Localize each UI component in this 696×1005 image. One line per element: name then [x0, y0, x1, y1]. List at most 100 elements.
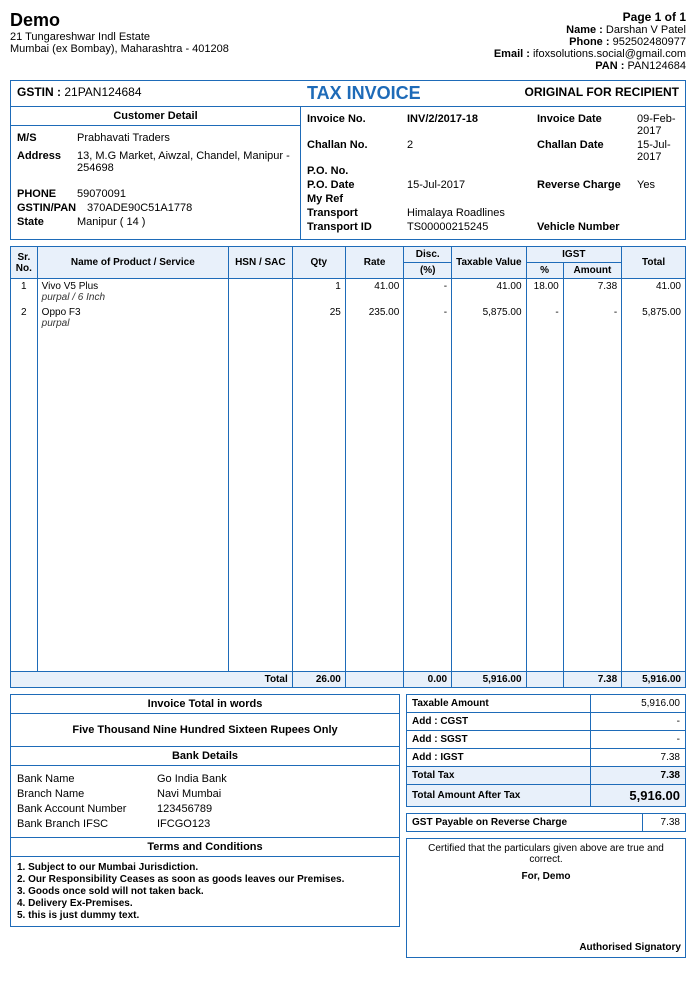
cust-phone-label: PHONE — [17, 188, 77, 200]
items-table: Sr. No. Name of Product / Service HSN / … — [10, 246, 686, 688]
bank-header: Bank Details — [11, 747, 399, 766]
company-addr2: Mumbai (ex Bombay), Maharashtra - 401208 — [10, 43, 229, 55]
words-header: Invoice Total in words — [11, 695, 399, 714]
cell-name: Vivo V5 Pluspurpal / 6 Inch — [37, 279, 228, 306]
addr-label: Address — [17, 150, 77, 174]
transport-id: TS00000215245 — [407, 221, 537, 233]
challan-no: 2 — [407, 139, 537, 163]
inv-date-label: Invoice Date — [537, 113, 637, 137]
page-number: Page 1 of 1 — [494, 10, 686, 24]
items-body: 1Vivo V5 Pluspurpal / 6 Inch141.00-41.00… — [11, 279, 686, 672]
table-row: 2Oppo F3purpal25235.00-5,875.00--5,875.0… — [11, 305, 686, 331]
gst-payable-table: GST Payable on Reverse Charge7.38 — [406, 813, 686, 832]
myref — [407, 193, 537, 205]
vehicle-label: Vehicle Number — [537, 221, 637, 233]
total-rate — [345, 671, 403, 687]
gstin-cell: GSTIN : 21PAN124684 — [11, 81, 301, 106]
cell-qty: 25 — [292, 305, 345, 331]
transport-id-label: Transport ID — [307, 221, 407, 233]
total-igst-pct — [526, 671, 563, 687]
after-tax-amount: 5,916.00 — [591, 784, 686, 806]
items-footer: Total 26.00 0.00 5,916.00 7.38 5,916.00 — [11, 671, 686, 687]
below-row: Invoice Total in words Five Thousand Nin… — [10, 694, 686, 958]
cell-sr: 2 — [11, 305, 38, 331]
company-name: Demo — [10, 10, 229, 31]
transport: Himalaya Roadlines — [407, 207, 537, 219]
table-row: 1Vivo V5 Pluspurpal / 6 Inch141.00-41.00… — [11, 279, 686, 306]
acct-number: 123456789 — [157, 803, 393, 815]
gstin-value: 21PAN124684 — [64, 85, 141, 99]
col-igst-amt: Amount — [563, 263, 621, 279]
col-hsn: HSN / SAC — [228, 247, 292, 279]
cell-hsn — [228, 305, 292, 331]
customer-body: M/SPrabhavati Traders Address13, M.G Mar… — [11, 126, 300, 234]
cgst-label: Add : CGST — [407, 712, 591, 730]
cust-gstin-value: 370ADE90C51A1778 — [87, 202, 294, 214]
term-line: 3. Goods once sold will not taken back. — [17, 886, 393, 897]
tax-table: Taxable Amount5,916.00 Add : CGST- Add :… — [406, 694, 686, 807]
contact-email: ifoxsolutions.social@gmail.com — [533, 48, 686, 60]
addr-value: 13, M.G Market, Aiwzal, Chandel, Manipur… — [77, 150, 294, 174]
col-rate: Rate — [345, 247, 403, 279]
header: Demo 21 Tungareshwar Indl Estate Mumbai … — [10, 10, 686, 72]
po-label: P.O. No. — [307, 165, 407, 177]
main-box: GSTIN : 21PAN124684 TAX INVOICE ORIGINAL… — [10, 80, 686, 240]
challan-date-label: Challan Date — [537, 139, 637, 163]
cell-taxval: 41.00 — [452, 279, 526, 306]
transport-label: Transport — [307, 207, 407, 219]
taxable-label: Taxable Amount — [407, 694, 591, 712]
cell-rate: 41.00 — [345, 279, 403, 306]
col-igst: IGST — [526, 247, 622, 263]
total-igst-amt: 7.38 — [563, 671, 621, 687]
bank-name-label: Bank Name — [17, 773, 157, 785]
term-line: 1. Subject to our Mumbai Jurisdiction. — [17, 862, 393, 873]
words-box: Invoice Total in words Five Thousand Nin… — [10, 694, 400, 747]
ms-value: Prabhavati Traders — [77, 132, 294, 144]
cust-gstin-label: GSTIN/PAN — [17, 202, 87, 214]
cell-total: 5,875.00 — [622, 305, 686, 331]
total-tax-label: Total Tax — [407, 766, 591, 784]
customer-box: Customer Detail M/SPrabhavati Traders Ad… — [11, 107, 301, 239]
cell-igst-amt: - — [563, 305, 621, 331]
email-label: Email : — [494, 48, 530, 60]
cert-text: Certified that the particulars given abo… — [411, 843, 681, 865]
gst-payable-label: GST Payable on Reverse Charge — [407, 813, 643, 831]
phone-label: Phone : — [569, 36, 609, 48]
total-qty: 26.00 — [292, 671, 345, 687]
cell-igst-amt: 7.38 — [563, 279, 621, 306]
col-igst-pct: % — [526, 263, 563, 279]
reverse-label: Reverse Charge — [537, 179, 637, 191]
cert-box: Certified that the particulars given abo… — [406, 838, 686, 958]
title-row: GSTIN : 21PAN124684 TAX INVOICE ORIGINAL… — [11, 81, 685, 107]
igst-amount: 7.38 — [591, 748, 686, 766]
acct-label: Bank Account Number — [17, 803, 157, 815]
gstin-label: GSTIN : — [17, 85, 61, 99]
branch-name: Navi Mumbai — [157, 788, 393, 800]
words-text: Five Thousand Nine Hundred Sixteen Rupee… — [11, 714, 399, 746]
sgst-amount: - — [591, 730, 686, 748]
col-name: Name of Product / Service — [37, 247, 228, 279]
cell-qty: 1 — [292, 279, 345, 306]
cell-rate: 235.00 — [345, 305, 403, 331]
spacer-row — [11, 331, 686, 671]
cell-hsn — [228, 279, 292, 306]
contact-pan: PAN124684 — [627, 60, 686, 72]
branch-label: Branch Name — [17, 788, 157, 800]
gst-payable-amount: 7.38 — [642, 813, 685, 831]
bank-box: Bank Details Bank NameGo India Bank Bran… — [10, 747, 400, 838]
cell-igst-pct: - — [526, 305, 563, 331]
state-value: Manipur ( 14 ) — [77, 216, 294, 228]
term-line: 2. Our Responsibility Ceases as soon as … — [17, 874, 393, 885]
cell-disc: - — [404, 279, 452, 306]
reverse-value: Yes — [637, 179, 679, 191]
right-below: Taxable Amount5,916.00 Add : CGST- Add :… — [406, 694, 686, 958]
ms-label: M/S — [17, 132, 77, 144]
taxable-amount: 5,916.00 — [591, 694, 686, 712]
original-label: ORIGINAL FOR RECIPIENT — [505, 81, 685, 106]
total-tax-amount: 7.38 — [591, 766, 686, 784]
col-qty: Qty — [292, 247, 345, 279]
cell-taxval: 5,875.00 — [452, 305, 526, 331]
total-taxval: 5,916.00 — [452, 671, 526, 687]
customer-header: Customer Detail — [11, 107, 300, 126]
col-taxval: Taxable Value — [452, 247, 526, 279]
